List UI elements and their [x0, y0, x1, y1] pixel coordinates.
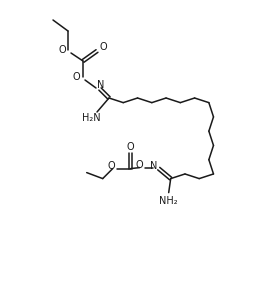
Text: H₂N: H₂N — [82, 113, 100, 123]
Text: O: O — [99, 42, 107, 52]
Text: O: O — [58, 45, 66, 55]
Text: N: N — [97, 80, 105, 90]
Text: O: O — [127, 141, 134, 152]
Text: N: N — [150, 161, 157, 171]
Text: O: O — [72, 72, 80, 82]
Text: NH₂: NH₂ — [159, 196, 178, 206]
Text: O: O — [108, 161, 116, 171]
Text: O: O — [136, 160, 144, 169]
